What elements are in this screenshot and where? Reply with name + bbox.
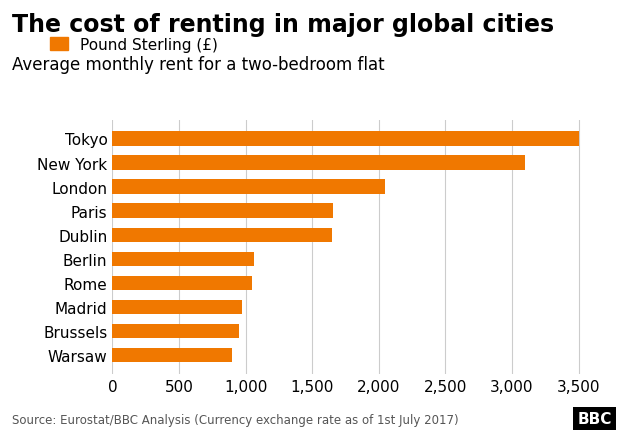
Bar [112, 324, 239, 338]
Bar [112, 204, 333, 218]
Bar [112, 228, 332, 243]
Text: Average monthly rent for a two-bedroom flat: Average monthly rent for a two-bedroom f… [12, 56, 385, 74]
Bar [112, 180, 386, 194]
Text: BBC: BBC [577, 411, 612, 426]
Bar [112, 132, 578, 146]
Bar [112, 156, 525, 170]
Text: The cost of renting in major global cities: The cost of renting in major global citi… [12, 13, 555, 37]
Text: Source: Eurostat/BBC Analysis (Currency exchange rate as of 1st July 2017): Source: Eurostat/BBC Analysis (Currency … [12, 413, 459, 426]
Bar [112, 276, 252, 291]
Legend: Pound Sterling (£): Pound Sterling (£) [44, 32, 224, 59]
Bar [112, 348, 232, 362]
Bar [112, 300, 242, 314]
Bar [112, 252, 253, 267]
